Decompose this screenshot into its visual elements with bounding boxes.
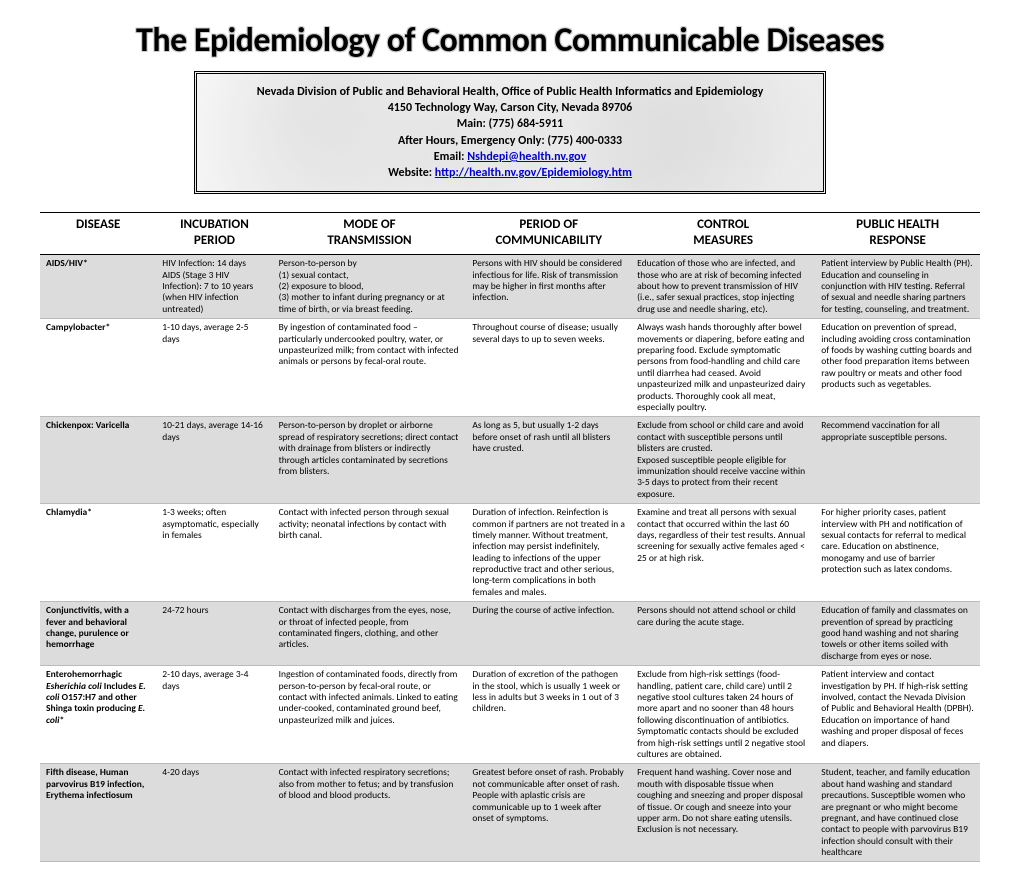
org-website-line: Website: http://health.nv.gov/Epidemiolo… (257, 165, 764, 181)
cell-incubation: 4-20 days (156, 764, 272, 862)
website-link[interactable]: http://health.nv.gov/Epidemiology.htm (435, 166, 632, 180)
table-row: Conjunctivitis, with a fever and behavio… (40, 602, 980, 666)
table-row: Chickenpox: Varicella10-21 days, average… (40, 417, 980, 504)
org-phone-after-hours: After Hours, Emergency Only: (775) 400-0… (257, 133, 764, 149)
cell-incubation: 2-10 days, average 3-4 days (156, 666, 272, 764)
cell-response: Recommend vaccination for all appropriat… (815, 417, 980, 504)
table-row: Chlamydia*1-3 weeks; often asymptomatic,… (40, 504, 980, 602)
cell-control: Exclude from school or child care and av… (631, 417, 815, 504)
cell-communicability: Duration of infection. Reinfection is co… (466, 504, 631, 602)
cell-transmission: Contact with infected respiratory secret… (273, 764, 467, 862)
info-box-wrap: Nevada Division of Public and Behavioral… (40, 71, 980, 194)
cell-disease: Fifth disease, Human parvovirus B19 infe… (40, 764, 156, 862)
cell-disease: Chlamydia* (40, 504, 156, 602)
cell-disease: Conjunctivitis, with a fever and behavio… (40, 602, 156, 666)
cell-control: Always wash hands thoroughly after bowel… (631, 319, 815, 417)
cell-disease: AIDS/HIV* (40, 255, 156, 319)
cell-communicability: Persons with HIV should be considered in… (466, 255, 631, 319)
table-row: Fifth disease, Human parvovirus B19 infe… (40, 764, 980, 862)
table-row: Enterohemorrhagic Esherichia coli Includ… (40, 666, 980, 764)
cell-control: Education of those who are infected, and… (631, 255, 815, 319)
table-row: Campylobacter*1-10 days, average 2-5 day… (40, 319, 980, 417)
column-header: MODE OFTRANSMISSION (273, 213, 467, 255)
cell-incubation: 1-10 days, average 2-5 days (156, 319, 272, 417)
table-header: DISEASEINCUBATIONPERIODMODE OFTRANSMISSI… (40, 213, 980, 255)
cell-response: For higher priority cases, patient inter… (815, 504, 980, 602)
org-address: 4150 Technology Way, Carson City, Nevada… (257, 100, 764, 116)
email-label: Email: (434, 150, 467, 164)
cell-transmission: By ingestion of contaminated food – part… (273, 319, 467, 417)
table-row: AIDS/HIV*HIV Infection: 14 days AIDS (St… (40, 255, 980, 319)
cell-communicability: As long as 5, but usually 1-2 days befor… (466, 417, 631, 504)
column-header: PERIOD OFCOMMUNICABILITY (466, 213, 631, 255)
cell-transmission: Contact with discharges from the eyes, n… (273, 602, 467, 666)
cell-response: Patient interview by Public Health (PH).… (815, 255, 980, 319)
cell-communicability: Greatest before onset of rash. Probably … (466, 764, 631, 862)
cell-communicability: Throughout course of disease; usually se… (466, 319, 631, 417)
cell-disease: Enterohemorrhagic Esherichia coli Includ… (40, 666, 156, 764)
cell-disease: Chickenpox: Varicella (40, 417, 156, 504)
cell-incubation: 24-72 hours (156, 602, 272, 666)
diseases-table: DISEASEINCUBATIONPERIODMODE OFTRANSMISSI… (40, 212, 980, 862)
page-title: The Epidemiology of Common Communicable … (40, 20, 980, 61)
cell-response: Education on prevention of spread, inclu… (815, 319, 980, 417)
column-header: INCUBATIONPERIOD (156, 213, 272, 255)
email-link[interactable]: Nshdepi@health.nv.gov (467, 150, 586, 164)
org-name: Nevada Division of Public and Behavioral… (257, 84, 764, 100)
cell-control: Persons should not attend school or chil… (631, 602, 815, 666)
website-label: Website: (388, 166, 435, 180)
column-header: CONTROLMEASURES (631, 213, 815, 255)
cell-incubation: HIV Infection: 14 days AIDS (Stage 3 HIV… (156, 255, 272, 319)
cell-control: Examine and treat all persons with sexua… (631, 504, 815, 602)
cell-transmission: Ingestion of contaminated foods, directl… (273, 666, 467, 764)
cell-communicability: During the course of active infection. (466, 602, 631, 666)
cell-incubation: 1-3 weeks; often asymptomatic, especiall… (156, 504, 272, 602)
column-header: PUBLIC HEALTHRESPONSE (815, 213, 980, 255)
cell-transmission: Person-to-person by (1) sexual contact, … (273, 255, 467, 319)
cell-response: Patient interview and contact investigat… (815, 666, 980, 764)
column-header: DISEASE (40, 213, 156, 255)
cell-disease: Campylobacter* (40, 319, 156, 417)
cell-response: Student, teacher, and family education a… (815, 764, 980, 862)
contact-info-box: Nevada Division of Public and Behavioral… (194, 71, 827, 194)
cell-transmission: Person-to-person by droplet or airborne … (273, 417, 467, 504)
cell-control: Exclude from high-risk settings (food-ha… (631, 666, 815, 764)
org-phone-main: Main: (775) 684-5911 (257, 116, 764, 132)
table-body: AIDS/HIV*HIV Infection: 14 days AIDS (St… (40, 255, 980, 862)
cell-communicability: Duration of excretion of the pathogen in… (466, 666, 631, 764)
cell-control: Frequent hand washing. Cover nose and mo… (631, 764, 815, 862)
cell-incubation: 10-21 days, average 14-16 days (156, 417, 272, 504)
cell-response: Education of family and classmates on pr… (815, 602, 980, 666)
org-email-line: Email: Nshdepi@health.nv.gov (257, 149, 764, 165)
cell-transmission: Contact with infected person through sex… (273, 504, 467, 602)
